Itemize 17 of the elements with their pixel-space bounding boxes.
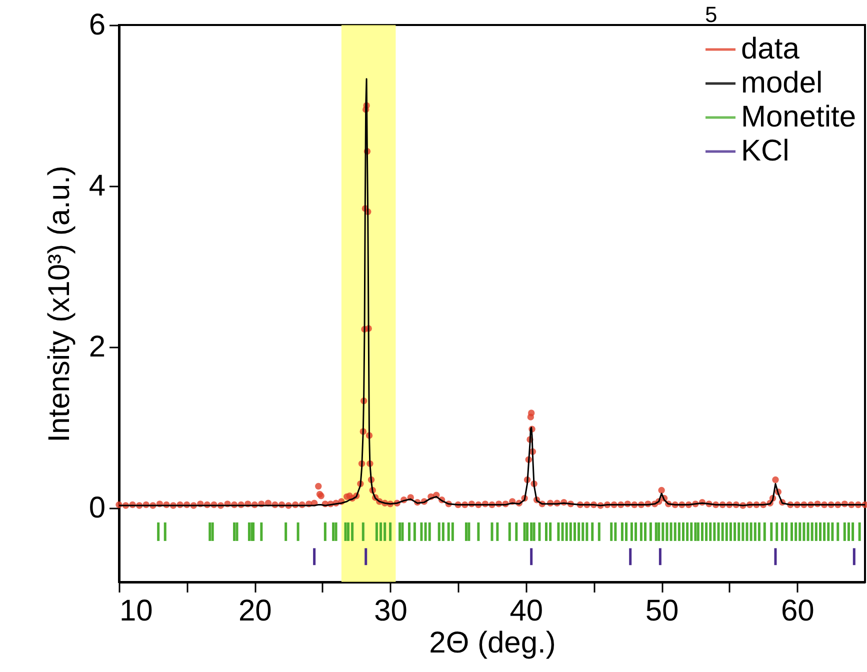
x-tick-label: 10 <box>120 594 153 628</box>
annotation: 5 <box>705 2 718 28</box>
x-axis-title: 2Θ (deg.) <box>429 626 556 660</box>
x-tick-label: 60 <box>780 594 814 628</box>
y-tick-label: 0 <box>88 491 106 524</box>
x-tick-label: 20 <box>238 594 272 628</box>
y-tick-label: 6 <box>88 8 106 42</box>
y-tick-label: 4 <box>88 169 106 202</box>
legend-label: KCl <box>741 134 790 168</box>
y-axis-title: Intensity (x10³) (a.u.) <box>42 166 76 442</box>
x-tick-label: 30 <box>374 594 408 628</box>
legend-label: data <box>741 32 800 66</box>
x-tick-label: 40 <box>510 594 544 628</box>
x-tick-label: 50 <box>645 594 679 628</box>
y-tick-label: 2 <box>88 330 106 364</box>
legend-label: Monetite <box>741 100 856 134</box>
legend-label: model <box>741 66 823 100</box>
